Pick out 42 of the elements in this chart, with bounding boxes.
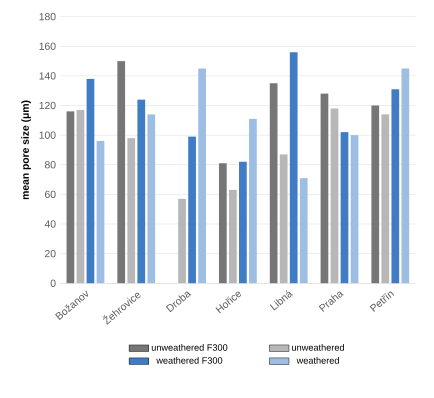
bar <box>330 108 338 284</box>
bar <box>127 138 136 284</box>
legend-label: weathered F300 <box>156 356 222 364</box>
y-axis-title: mean pore size (μm) <box>21 100 31 200</box>
bar <box>198 68 206 284</box>
bar <box>117 61 126 284</box>
bar <box>96 141 104 284</box>
bar <box>229 190 237 284</box>
bar <box>320 94 328 284</box>
bar <box>239 162 247 284</box>
bar <box>76 110 84 284</box>
bar <box>188 136 196 284</box>
bar <box>391 89 400 284</box>
bar <box>381 114 390 284</box>
bar <box>290 52 298 284</box>
y-tick-label: 120 <box>40 102 56 110</box>
y-tick-label: 140 <box>40 72 56 80</box>
bar <box>66 111 74 284</box>
bar <box>178 198 186 284</box>
bar <box>218 163 227 284</box>
y-tick-label: 60 <box>45 190 56 198</box>
bar <box>350 135 358 284</box>
bar <box>300 178 308 284</box>
bar <box>270 83 278 284</box>
y-tick-label: 0 <box>50 280 56 287</box>
y-tick-label: 100 <box>40 131 56 139</box>
bar <box>401 68 410 284</box>
legend-label: weathered <box>296 356 339 364</box>
legend-label: unweathered F300 <box>152 344 228 351</box>
y-tick-label: 180 <box>40 12 56 20</box>
bar <box>371 105 380 284</box>
bar <box>340 132 348 284</box>
y-tick-label: 20 <box>45 250 56 258</box>
y-tick-label: 80 <box>44 161 56 168</box>
bar <box>280 154 288 284</box>
bar <box>147 114 156 284</box>
legend-label: unweathered <box>292 344 344 351</box>
bar <box>249 118 257 284</box>
bar <box>86 78 94 284</box>
y-tick-label: 160 <box>40 42 56 50</box>
bar <box>137 100 146 284</box>
y-tick-label: 40 <box>44 220 56 228</box>
